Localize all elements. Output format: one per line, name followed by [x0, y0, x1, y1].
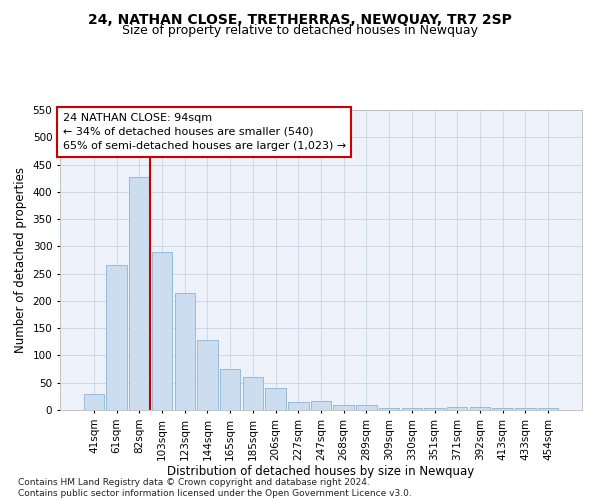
- Bar: [175, 292, 195, 410]
- Bar: [401, 408, 422, 410]
- Bar: [515, 408, 536, 410]
- Bar: [197, 340, 218, 410]
- Text: 24 NATHAN CLOSE: 94sqm
← 34% of detached houses are smaller (540)
65% of semi-de: 24 NATHAN CLOSE: 94sqm ← 34% of detached…: [62, 113, 346, 151]
- Bar: [356, 404, 377, 410]
- Bar: [129, 176, 149, 410]
- Y-axis label: Number of detached properties: Number of detached properties: [14, 167, 27, 353]
- Bar: [493, 408, 513, 410]
- Bar: [424, 408, 445, 410]
- Bar: [311, 400, 331, 410]
- Bar: [538, 408, 558, 410]
- Bar: [447, 408, 467, 410]
- Bar: [288, 402, 308, 410]
- Bar: [265, 388, 286, 410]
- Bar: [242, 378, 263, 410]
- Bar: [470, 408, 490, 410]
- X-axis label: Distribution of detached houses by size in Newquay: Distribution of detached houses by size …: [167, 466, 475, 478]
- Text: 24, NATHAN CLOSE, TRETHERRAS, NEWQUAY, TR7 2SP: 24, NATHAN CLOSE, TRETHERRAS, NEWQUAY, T…: [88, 12, 512, 26]
- Bar: [220, 368, 241, 410]
- Bar: [84, 394, 104, 410]
- Bar: [106, 266, 127, 410]
- Bar: [379, 408, 400, 410]
- Bar: [334, 404, 354, 410]
- Bar: [152, 252, 172, 410]
- Text: Contains HM Land Registry data © Crown copyright and database right 2024.
Contai: Contains HM Land Registry data © Crown c…: [18, 478, 412, 498]
- Text: Size of property relative to detached houses in Newquay: Size of property relative to detached ho…: [122, 24, 478, 37]
